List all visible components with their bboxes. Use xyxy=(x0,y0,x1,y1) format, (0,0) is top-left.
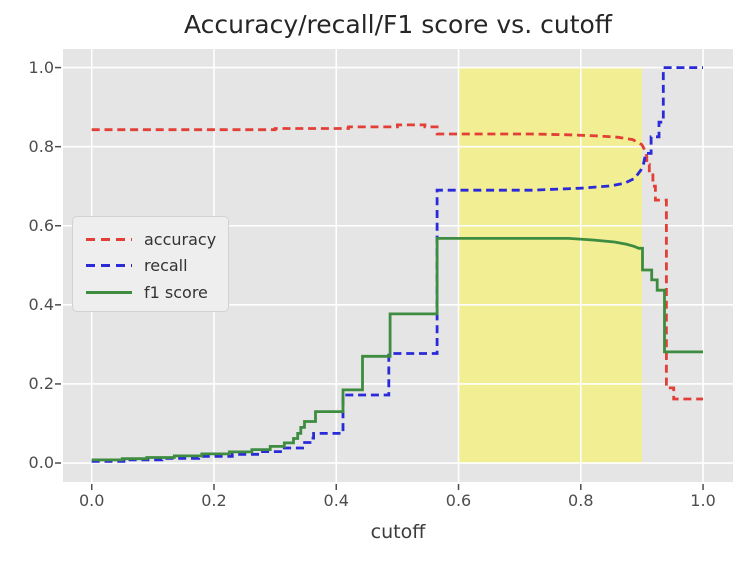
y-tick-label: 0.2 xyxy=(28,373,54,393)
y-tick-label: 1.0 xyxy=(28,57,54,77)
recall-line-sample-icon xyxy=(86,264,132,267)
f1-line-sample-icon xyxy=(86,290,132,294)
series-line-accuracy xyxy=(91,123,703,401)
plot-area: accuracy recall f1 score xyxy=(55,49,733,490)
y-tick-label: 0.4 xyxy=(28,294,54,314)
x-tick-label: 0.8 xyxy=(568,491,594,510)
legend-entry-recall: recall xyxy=(86,253,218,279)
series-line-f1-score xyxy=(91,236,703,462)
accuracy-line-sample-icon xyxy=(86,237,132,241)
y-tick-label: 0.8 xyxy=(28,136,54,156)
y-tick-label: 0.6 xyxy=(28,215,54,235)
legend-entry-f1: f1 score xyxy=(86,279,218,305)
x-tick-label: 0.6 xyxy=(445,491,472,510)
legend-label-accuracy: accuracy xyxy=(144,229,217,249)
legend-label-recall: recall xyxy=(144,256,188,275)
chart-title: Accuracy/recall/F1 score vs. cutoff xyxy=(183,10,613,39)
x-tick-label: 0.4 xyxy=(323,491,349,510)
x-axis-label: cutoff xyxy=(370,521,426,543)
x-tick-label: 0.2 xyxy=(201,491,227,510)
legend-entry-accuracy: accuracy xyxy=(86,226,218,252)
legend-label-f1: f1 score xyxy=(144,282,208,302)
x-tick-label: 1.0 xyxy=(690,491,716,510)
y-tick-label: 0.0 xyxy=(28,453,54,473)
legend: accuracy recall f1 score xyxy=(72,216,229,312)
highlight-span xyxy=(458,67,642,464)
series-line-recall xyxy=(91,66,703,463)
x-tick-label: 0.0 xyxy=(78,491,105,510)
